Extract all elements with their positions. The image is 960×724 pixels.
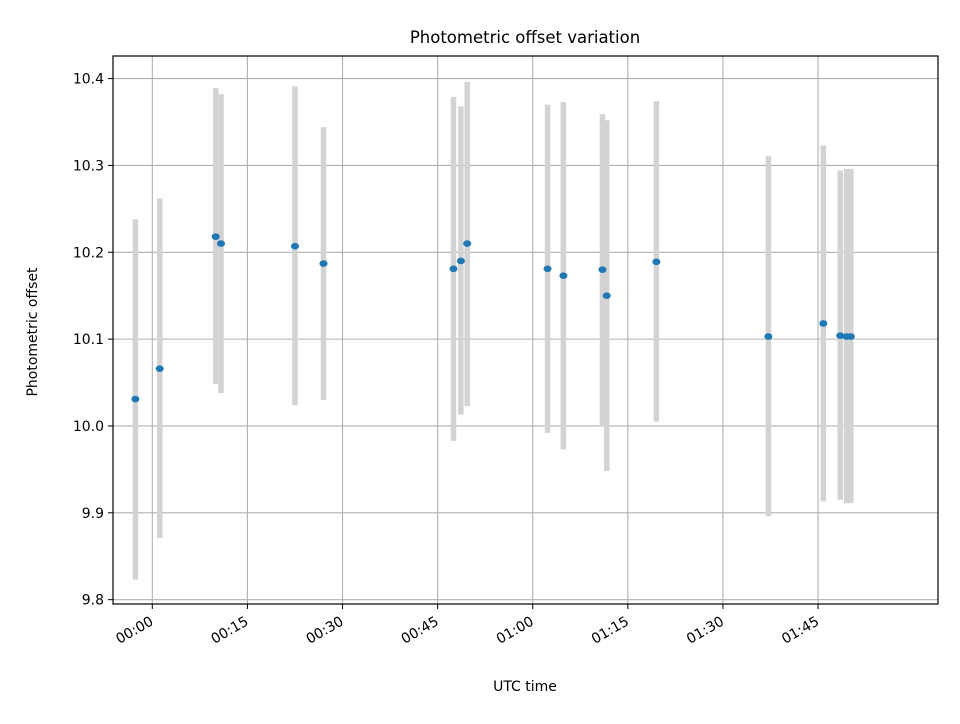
- data-point: [319, 260, 328, 267]
- data-point: [602, 292, 611, 299]
- data-point: [764, 333, 773, 340]
- y-axis-ticks: 9.8 9.9 10.0 10.1 10.2 10.3 10.4: [73, 72, 113, 609]
- y-tick-label: 9.9: [82, 506, 104, 522]
- y-tick-label: 10.3: [73, 158, 104, 174]
- data-point: [211, 233, 220, 240]
- data-point: [819, 320, 828, 327]
- data-point: [131, 395, 140, 403]
- y-tick-label: 9.8: [82, 593, 104, 609]
- data-point: [543, 265, 552, 273]
- y-tick-label: 10.1: [73, 332, 104, 348]
- data-point: [456, 257, 465, 265]
- x-axis-label: UTC time: [493, 679, 557, 695]
- data-point: [846, 333, 855, 340]
- data-point: [598, 266, 607, 273]
- data-point: [836, 332, 845, 339]
- data-point: [449, 265, 458, 273]
- plot-frame: [112, 55, 939, 605]
- y-tick-label: 10.4: [73, 72, 104, 88]
- y-tick-label: 10.0: [73, 419, 104, 435]
- data-point: [155, 365, 164, 372]
- grid-lines: [113, 56, 938, 604]
- data-point: [463, 240, 472, 247]
- chart-title: Photometric offset variation: [410, 28, 640, 47]
- data-point: [216, 240, 225, 247]
- data-point: [290, 242, 299, 250]
- data-point: [652, 258, 661, 266]
- y-axis-label: Photometric offset: [25, 267, 41, 397]
- y-tick-label: 10.2: [73, 245, 104, 261]
- data-point: [559, 272, 568, 280]
- data-points: [131, 233, 855, 403]
